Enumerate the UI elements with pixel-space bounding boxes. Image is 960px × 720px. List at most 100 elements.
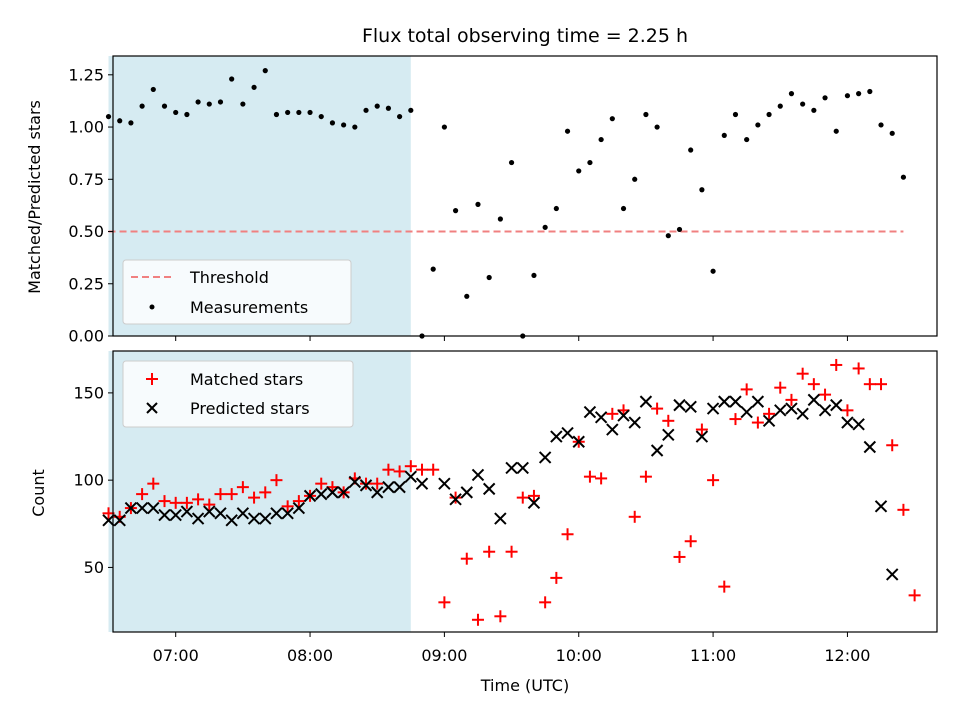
measurement-point bbox=[341, 122, 347, 128]
predicted-x-b bbox=[538, 451, 552, 464]
predicted-star-point bbox=[785, 402, 798, 415]
matched-star-point bbox=[136, 488, 149, 501]
matched-star-point bbox=[438, 596, 451, 609]
predicted-x-b bbox=[729, 395, 742, 408]
top-plot-frame bbox=[112, 55, 938, 337]
predicted-x-b bbox=[639, 395, 653, 408]
matched-star-point bbox=[147, 477, 160, 490]
predicted-star-point bbox=[886, 568, 899, 581]
predicted-star-point bbox=[505, 461, 518, 475]
predicted-x-b bbox=[818, 404, 832, 417]
predicted-star-point bbox=[158, 508, 171, 522]
legend-matched-label: Matched stars bbox=[190, 370, 303, 389]
predicted-x-b bbox=[102, 514, 115, 527]
measurement-point bbox=[318, 113, 324, 120]
matched-star-point bbox=[259, 486, 272, 499]
top-y-tick-label: 1.25 bbox=[68, 65, 104, 84]
predicted-star-point bbox=[807, 393, 821, 407]
predicted-x-b bbox=[225, 514, 238, 527]
predicted-star-point bbox=[382, 480, 395, 494]
bottom-y-tick-label: 100 bbox=[73, 471, 104, 490]
predicted-star-point bbox=[673, 398, 686, 412]
measurement-point bbox=[251, 84, 257, 90]
predicted-star-point bbox=[527, 496, 541, 510]
matched-star-point bbox=[875, 378, 888, 391]
matched-star-point bbox=[471, 613, 484, 626]
predicted-x-b bbox=[315, 487, 328, 501]
matched-star-point bbox=[729, 413, 742, 426]
predicted-star-point bbox=[516, 461, 529, 475]
measurement-point bbox=[632, 176, 638, 182]
predicted-star-point bbox=[482, 482, 496, 496]
top-legend: Threshold Measurements bbox=[122, 259, 352, 325]
matched-star-point bbox=[460, 552, 473, 565]
predicted-x-b bbox=[124, 501, 138, 515]
predicted-star-point bbox=[236, 507, 250, 520]
matched-star-point bbox=[494, 610, 507, 623]
matched-star-point bbox=[270, 474, 283, 487]
predicted-star-point bbox=[113, 514, 126, 527]
measurement-point bbox=[464, 293, 470, 299]
measurement-point bbox=[856, 91, 862, 97]
measurement-point bbox=[788, 91, 795, 97]
predicted-star-point bbox=[259, 512, 272, 525]
measurement-point bbox=[889, 130, 895, 136]
bottom-plot-frame bbox=[112, 350, 938, 633]
measurement-point bbox=[307, 109, 313, 116]
measurement-point bbox=[385, 105, 392, 111]
predicted-x-b bbox=[785, 402, 798, 415]
predicted-star-point bbox=[203, 505, 216, 518]
matched-star-point bbox=[550, 571, 563, 584]
matched-star-point bbox=[774, 381, 787, 394]
matched-star-point bbox=[169, 496, 182, 509]
predicted-star-point bbox=[662, 428, 675, 441]
predicted-x-b bbox=[718, 395, 731, 408]
top-y-tick-label: 0.00 bbox=[68, 327, 104, 346]
measurement-point bbox=[408, 107, 414, 113]
measurement-point bbox=[452, 208, 459, 214]
predicted-x-b bbox=[684, 400, 697, 414]
predicted-x-b bbox=[135, 501, 149, 515]
measurement-point bbox=[900, 174, 907, 180]
measurement-point bbox=[374, 103, 380, 109]
matched-star-point bbox=[639, 470, 652, 483]
predicted-x-b bbox=[650, 444, 664, 457]
measurement-point bbox=[699, 187, 705, 193]
measurement-point bbox=[363, 107, 369, 113]
measurement-point bbox=[710, 268, 716, 274]
matched-star-point bbox=[595, 472, 608, 485]
predicted-star-point bbox=[460, 486, 473, 499]
predicted-star-point bbox=[438, 477, 451, 490]
predicted-star-point bbox=[818, 404, 832, 417]
predicted-x-b bbox=[236, 507, 250, 520]
predicted-x-b bbox=[270, 507, 283, 520]
top-chart-title: Flux total observing time = 2.25 h bbox=[362, 25, 688, 47]
predicted-star-point bbox=[594, 411, 608, 424]
predicted-x-b bbox=[774, 404, 787, 417]
predicted-star-point bbox=[471, 468, 485, 482]
measurement-point bbox=[352, 124, 358, 130]
predicted-x-b bbox=[662, 428, 675, 441]
bottom-legend: Matched stars Predicted stars bbox=[122, 360, 354, 428]
predicted-star-point bbox=[494, 512, 507, 525]
predicted-star-point bbox=[695, 430, 709, 443]
measurement-point bbox=[285, 109, 291, 116]
matched-star-point bbox=[886, 439, 899, 452]
predicted-x-b bbox=[203, 505, 216, 518]
measurement-point bbox=[766, 111, 772, 118]
predicted-star-point bbox=[247, 512, 261, 525]
predicted-star-point bbox=[729, 395, 742, 408]
legend-predicted-swatch bbox=[146, 402, 158, 414]
matched-star-point bbox=[180, 496, 193, 509]
matched-star-point bbox=[841, 404, 854, 417]
predicted-star-point bbox=[191, 512, 205, 525]
measurement-point bbox=[878, 122, 884, 128]
predicted-x-b bbox=[886, 568, 899, 581]
measurement-point bbox=[777, 103, 783, 109]
measurement-point bbox=[542, 224, 548, 230]
measurement-point bbox=[397, 113, 403, 120]
matched-star-point bbox=[248, 491, 261, 504]
measurement-point bbox=[217, 99, 224, 105]
legend-threshold-label: Threshold bbox=[189, 268, 269, 287]
